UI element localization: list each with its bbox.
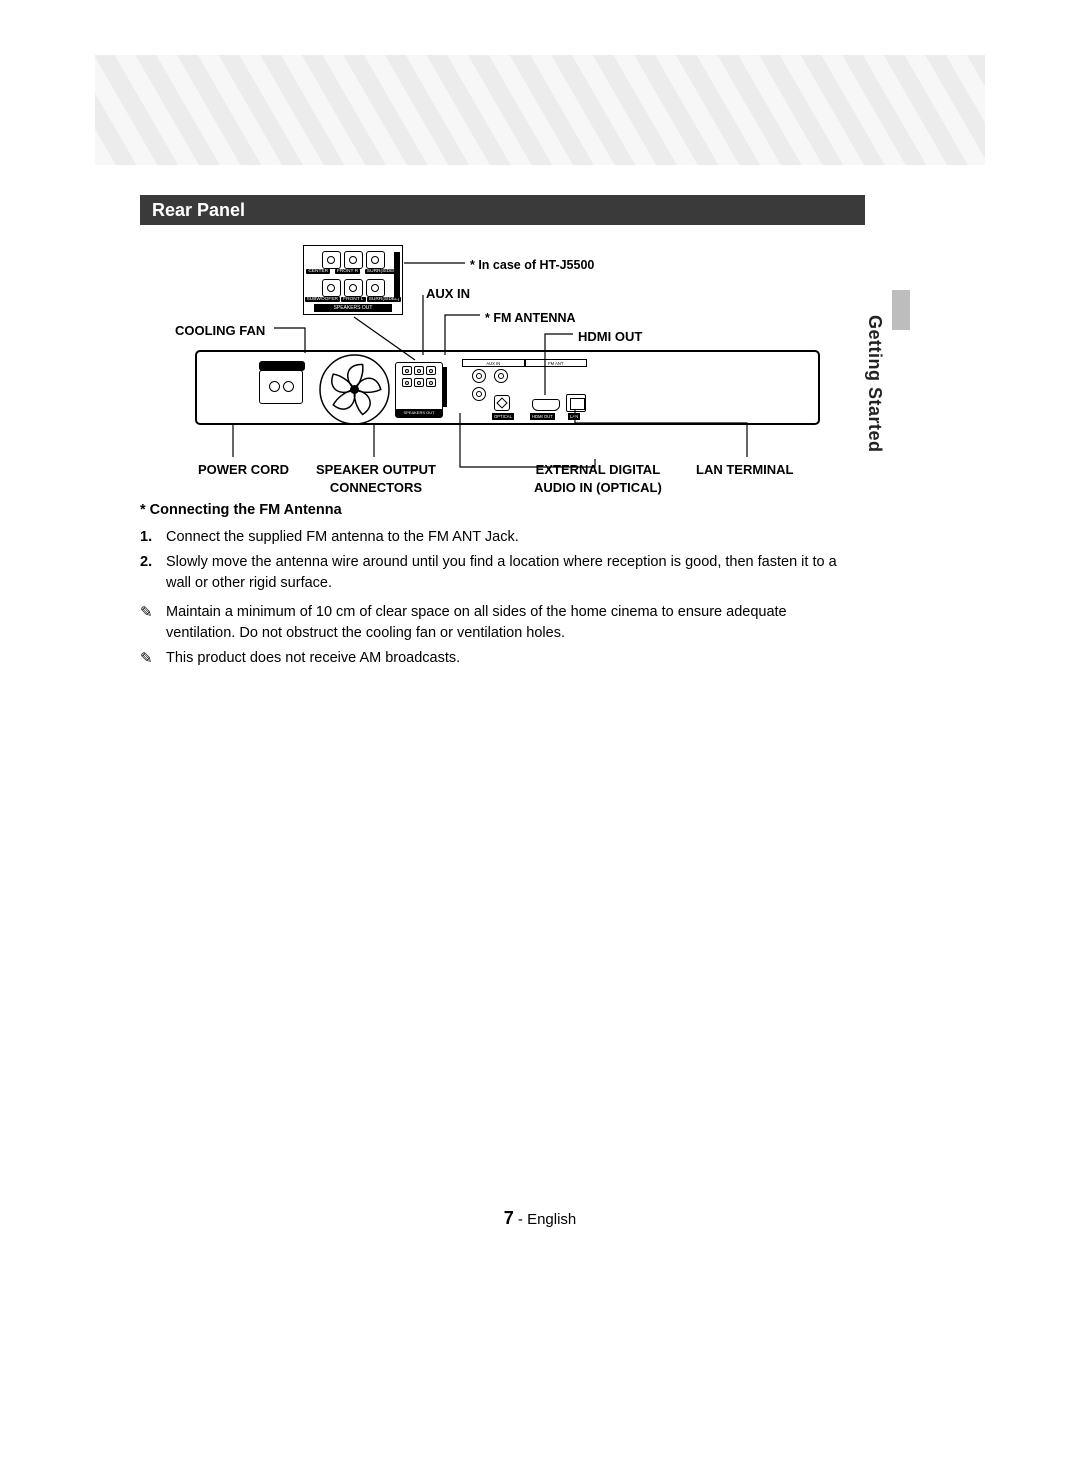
callout-lbl-frontr: FRONT R <box>335 269 360 274</box>
optical-jack <box>494 395 510 411</box>
label-in-case: * In case of HT-J5500 <box>470 257 594 274</box>
header-pattern <box>95 55 985 165</box>
step1-text: Connect the supplied FM antenna to the F… <box>166 527 519 548</box>
page-number: 7 <box>504 1208 514 1228</box>
speakers-out-bar: SPEAKERS OUT <box>396 409 442 417</box>
lan-label: LAN <box>568 413 580 420</box>
footer-sep: - <box>514 1211 527 1228</box>
label-external-digital: EXTERNAL DIGITAL AUDIO IN (OPTICAL) <box>534 461 662 496</box>
step1-num: 1. <box>140 527 166 548</box>
label-power-cord: POWER CORD <box>198 461 289 479</box>
impedance-bar <box>442 367 447 407</box>
label-speaker-output-l1: SPEAKER OUTPUT <box>316 462 436 477</box>
lan-port <box>566 394 586 412</box>
power-cord-port <box>259 370 303 404</box>
term-front-r <box>344 251 363 269</box>
term-subwoofer <box>322 279 341 297</box>
speaker-callout-box: CENTER FRONT R SURR(SIDEL) SUBWOOFER FRO… <box>303 245 403 315</box>
label-speaker-output-l2: CONNECTORS <box>330 480 422 495</box>
side-tab-marker <box>892 290 910 330</box>
step2-num: 2. <box>140 552 166 594</box>
fm-ant-jack <box>494 369 508 383</box>
section-title-bar: Rear Panel <box>140 195 865 225</box>
callout-impedance-bar <box>394 252 400 298</box>
label-speaker-output: SPEAKER OUTPUT CONNECTORS <box>316 461 436 496</box>
label-hdmi-out: HDMI OUT <box>578 328 642 346</box>
fm-ant-header: FM ANT <box>525 359 588 367</box>
note2-text: This product does not receive AM broadca… <box>166 648 460 670</box>
note1-icon: ✎ <box>140 602 166 644</box>
side-tab-label: Getting Started <box>864 315 885 453</box>
page-footer: 7 - English <box>0 1208 1080 1229</box>
term-surr-r <box>366 279 385 297</box>
device-chassis: SPEAKERS OUT AUX IN FM ANT OPTICAL HDMI … <box>195 350 820 425</box>
label-cooling-fan: COOLING FAN <box>175 322 265 340</box>
hdmi-out-label: HDMI OUT <box>530 413 555 420</box>
callout-lbl-frontl: FRONT L <box>341 297 365 302</box>
note2-icon: ✎ <box>140 648 166 670</box>
label-ext-dig-l1: EXTERNAL DIGITAL <box>536 462 660 477</box>
callout-lbl-sub: SUBWOOFER <box>305 297 340 302</box>
term-surr-l <box>366 251 385 269</box>
note1-text: Maintain a minimum of 10 cm of clear spa… <box>166 602 855 644</box>
footer-lang: English <box>527 1211 576 1228</box>
aux-l-jack <box>472 369 486 383</box>
subhead-connecting-fm: * Connecting the FM Antenna <box>140 500 855 521</box>
rear-panel-diagram: CENTER FRONT R SURR(SIDEL) SUBWOOFER FRO… <box>140 235 865 495</box>
optical-label: OPTICAL <box>492 413 514 420</box>
section-title: Rear Panel <box>152 200 245 220</box>
term-front-l <box>344 279 363 297</box>
aux-r-jack <box>472 387 486 401</box>
label-ext-dig-l2: AUDIO IN (OPTICAL) <box>534 480 662 495</box>
hdmi-out-port <box>532 399 560 411</box>
label-aux-in: AUX IN <box>426 285 470 303</box>
aux-in-header: AUX IN <box>462 359 525 367</box>
label-lan-terminal: LAN TERMINAL <box>696 461 794 479</box>
cooling-fan-icon <box>317 352 392 427</box>
term-center <box>322 251 341 269</box>
label-fm-antenna: * FM ANTENNA <box>485 310 576 327</box>
step2-text: Slowly move the antenna wire around unti… <box>166 552 855 594</box>
content-body: * Connecting the FM Antenna 1. Connect t… <box>140 500 855 674</box>
jack-panel: AUX IN FM ANT OPTICAL HDMI OUT LAN <box>462 359 587 419</box>
callout-speakers-out: SPEAKERS OUT <box>314 304 392 312</box>
callout-lbl-center: CENTER <box>306 269 330 274</box>
speaker-output-box: SPEAKERS OUT <box>395 362 443 418</box>
